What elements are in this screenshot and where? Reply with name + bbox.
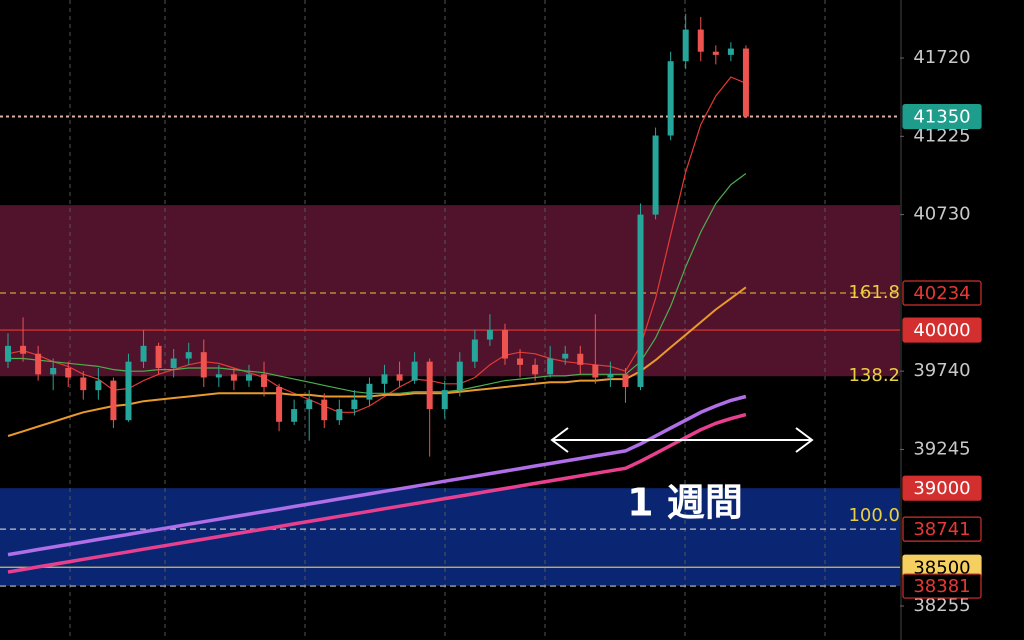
candle-body [65,367,72,378]
candle-body [577,353,584,365]
y-tick-label: 41720 [913,47,970,68]
candle-body [321,399,328,421]
y-tick-label: 39245 [913,438,970,459]
y-tick-label: 40730 [913,204,970,225]
price-box [902,280,982,306]
candle-body [441,390,448,410]
candle-body [366,383,373,400]
price-label: 38500 [913,557,970,578]
fib-label: 161.8 [848,282,900,303]
price-box [902,573,982,599]
candle-body [140,345,147,362]
price-label: 38741 [913,519,970,540]
y-tick-label: 38255 [913,595,970,616]
candle-body [351,399,358,410]
vertical-grid [69,0,826,640]
candle-body [637,214,644,387]
candle-body [80,377,87,391]
arrow-head [550,427,814,453]
candle-body [396,374,403,381]
candle-body [306,399,313,410]
fib-label: 100.0 [848,505,900,526]
candle-body [245,374,252,381]
candle-body [411,361,418,381]
candle-body [562,353,569,359]
y-tick-label: 39740 [913,360,970,381]
candle-body [486,330,493,340]
fib-label: 138.2 [848,365,900,386]
price-label: 40000 [913,320,970,341]
price-label: 41350 [913,107,970,128]
candle-body [125,361,132,421]
candle-body [261,374,268,387]
candle-body [170,358,177,368]
candle-body [20,345,27,354]
candle-body [215,374,222,378]
price-box [902,516,982,542]
candle-body [622,374,629,387]
zone [0,488,900,587]
price-label: 38381 [913,576,970,597]
price-label: 39000 [913,478,970,499]
candle-body [155,345,162,368]
candle-body [712,51,719,55]
annotation [550,427,814,453]
candle-body [426,361,433,410]
zone [0,205,900,377]
candle-body [276,386,283,422]
moving-average [7,394,747,557]
price-box [902,317,982,343]
candle-body [517,358,524,365]
y-tick-label: 41225 [913,125,970,146]
candle-body [652,135,659,215]
candle-body [185,352,192,359]
candle-body [95,380,102,391]
candle-body [607,374,614,378]
candle-body [5,345,11,362]
price-box [902,475,982,501]
candle-body [547,358,554,375]
candle-body [50,367,57,375]
candle-body [682,29,689,62]
candle-body [667,61,674,136]
candle-body [381,374,388,384]
candle-body [230,374,237,381]
candle-body [200,352,207,378]
candle-body [727,48,734,55]
candle-body [742,48,749,117]
annotation-label: 1 週間 [627,481,743,525]
candle-body [501,330,508,359]
candle-body [697,29,704,52]
price-box [902,103,982,130]
candle-body [110,380,117,421]
candle-body [456,361,463,391]
price-label: 40234 [913,283,970,304]
candle-body [336,409,343,421]
candle-body [471,339,478,362]
candle-body [35,353,42,375]
candle-body [291,409,298,422]
moving-average [7,412,747,574]
candle-body [532,364,539,375]
candle-body [592,364,599,378]
